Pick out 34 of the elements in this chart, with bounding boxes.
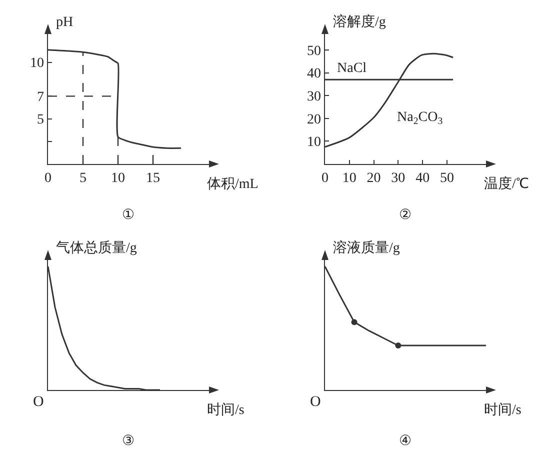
- y-axis-title: pH: [56, 15, 74, 30]
- legend-label: NaCl: [337, 61, 367, 76]
- y-axis-title: 溶液质量/g: [333, 240, 400, 256]
- y-tick-label: 7: [37, 90, 44, 106]
- text: ②: [399, 208, 412, 223]
- y-axis-title: 溶解度/g: [333, 14, 386, 30]
- x-tick-label: 0: [44, 171, 52, 186]
- x-tick-label: 50: [440, 171, 454, 186]
- x-tick-label: 10: [111, 171, 125, 186]
- text: ①: [122, 208, 135, 223]
- x-tick-label: 30: [391, 171, 406, 186]
- x-tick-label: 15: [146, 171, 160, 186]
- x-axis-title: 时间/s: [207, 402, 244, 418]
- text: O: [33, 394, 44, 410]
- x-tick-label: 40: [416, 171, 430, 186]
- x-axis-title: 温度/℃: [484, 176, 529, 192]
- x-tick-label: 0: [322, 171, 328, 186]
- x-tick-label: 10: [342, 171, 356, 186]
- x-tick-label: 5: [80, 171, 86, 186]
- y-tick-label: 10: [307, 135, 321, 150]
- y-tick-label: 50: [307, 44, 321, 59]
- x-axis-title: 时间/s: [484, 402, 522, 418]
- series-label: Na$_{2}$CO$_{3}$: [397, 110, 443, 127]
- y-axis-title: 气体总质量/g: [56, 240, 137, 256]
- y-tick-label: 40: [307, 66, 321, 82]
- y-tick-label: 30: [307, 89, 321, 104]
- y-tick-label: 5: [37, 112, 44, 128]
- x-tick-label: 20: [366, 171, 381, 186]
- x-axis-title: 体积/mL: [207, 176, 258, 192]
- text: ③: [122, 434, 135, 449]
- y-tick-label: 10: [30, 56, 44, 72]
- text: O: [310, 394, 321, 410]
- y-tick-label: 20: [307, 112, 321, 128]
- text: ④: [399, 434, 412, 449]
